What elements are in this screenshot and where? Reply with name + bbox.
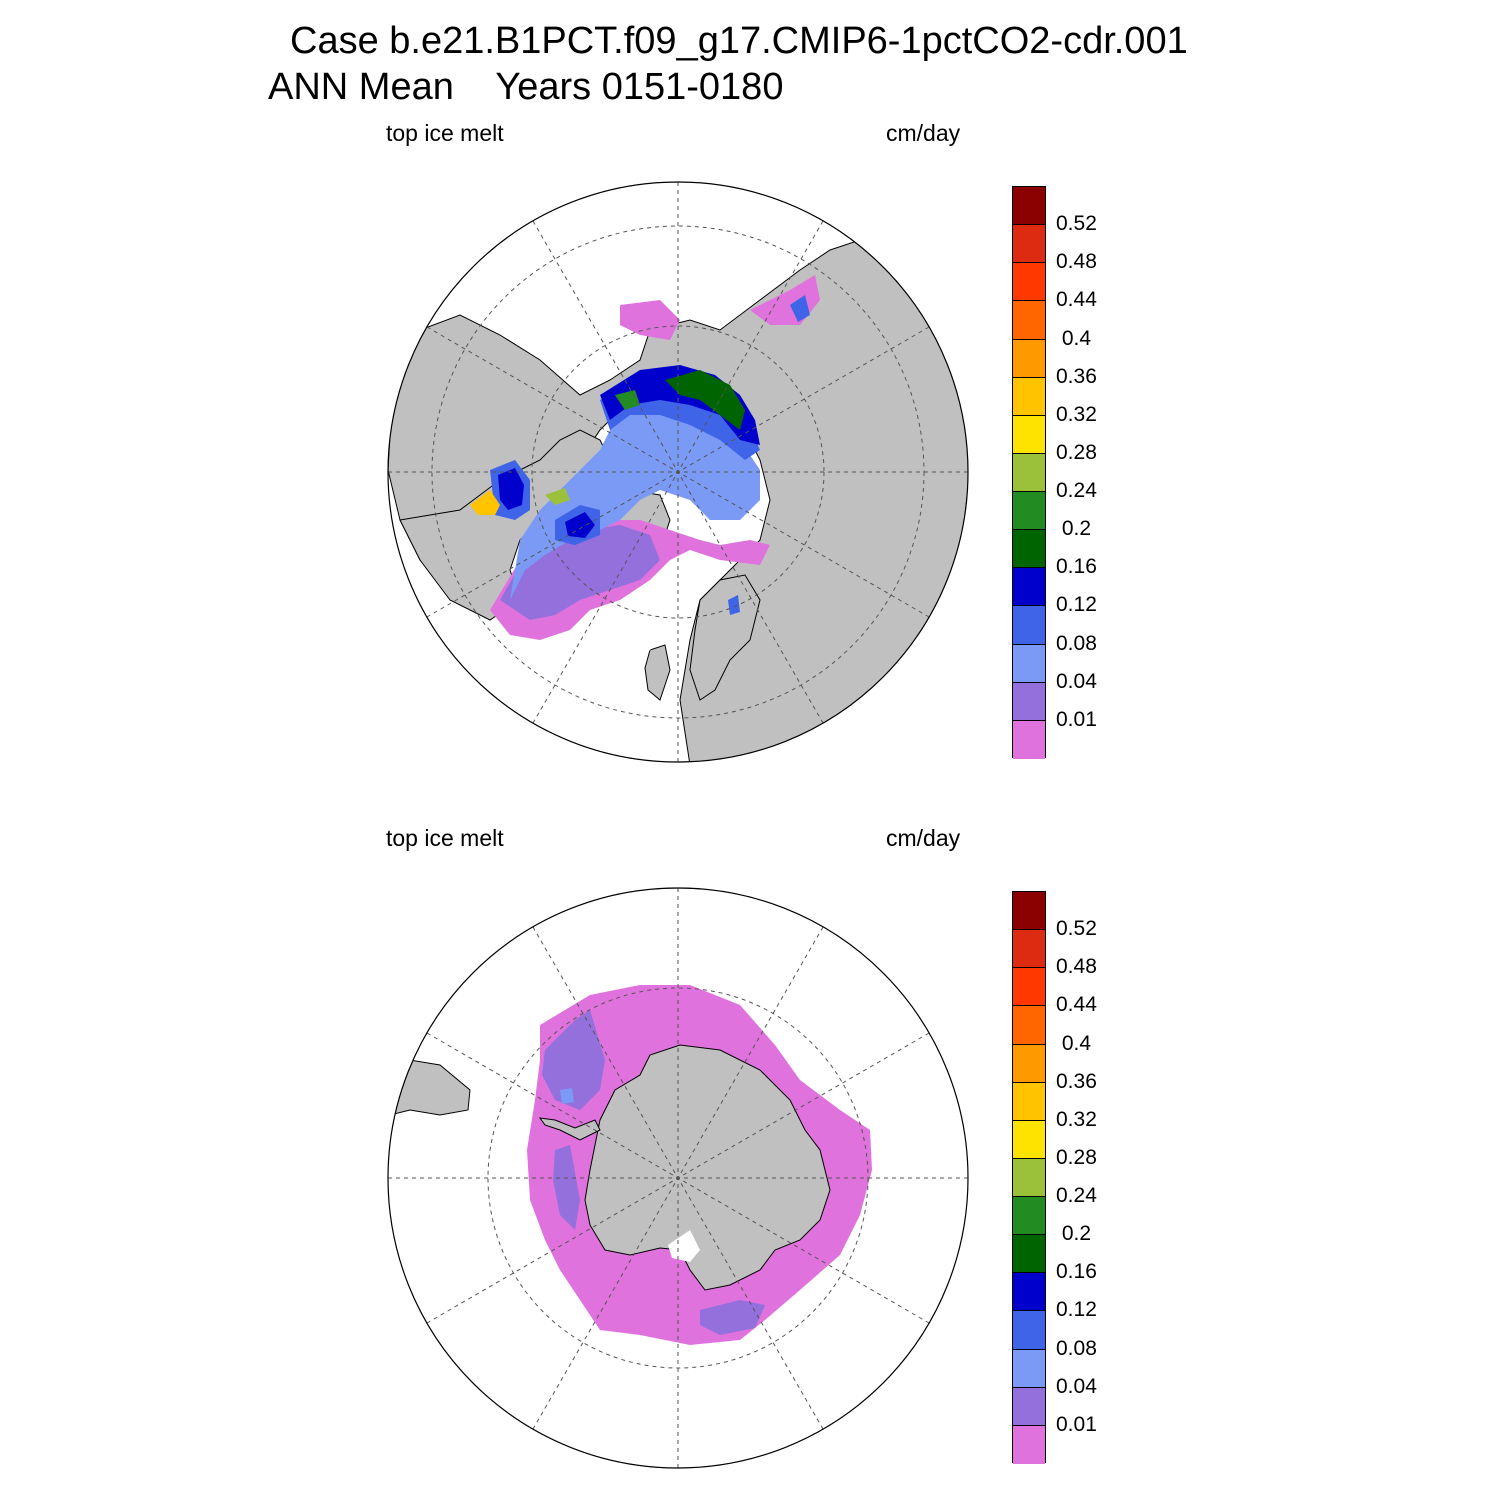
north-map-border: [387, 181, 969, 763]
colorbar-swatch: [1013, 263, 1045, 302]
south-colorbar: [1012, 891, 1046, 1464]
south-melt-weddell-purple: [542, 1010, 605, 1110]
north-melt-hudson-yellow: [470, 490, 500, 515]
colorbar-swatch: [1013, 1197, 1045, 1236]
panel-north-variable-label: top ice melt: [386, 120, 504, 146]
colorbar-swatch: [1013, 1349, 1045, 1388]
north-colorbar: [1012, 186, 1046, 759]
colorbar-level-label: 0.52: [1056, 917, 1097, 941]
figure-title-period: ANN Mean Years 0151-0180: [268, 66, 784, 108]
colorbar-swatch: [1013, 720, 1045, 759]
north-land-scandinavia: [689, 574, 761, 701]
colorbar-swatch: [1013, 1387, 1045, 1426]
colorbar-level-label: 0.36: [1056, 1069, 1097, 1093]
south-land-south-america: [388, 1059, 471, 1116]
colorbar-swatch: [1013, 415, 1045, 454]
colorbar-level-label: 0.2: [1056, 517, 1092, 541]
south-map-border: [387, 887, 969, 1469]
colorbar-swatch: [1013, 568, 1045, 607]
colorbar-swatch: [1013, 1235, 1045, 1274]
colorbar-swatch: [1013, 1120, 1045, 1159]
colorbar-level-label: 0.24: [1056, 1184, 1097, 1208]
colorbar-swatch: [1013, 492, 1045, 531]
north-melt-okhotsk-blue: [790, 295, 810, 322]
colorbar-swatch: [1013, 453, 1045, 492]
colorbar-swatch: [1013, 1044, 1045, 1083]
colorbar-swatch: [1013, 606, 1045, 645]
colorbar-swatch: [1013, 968, 1045, 1007]
south-melt-weddell-blue: [560, 1088, 574, 1104]
north-melt-archipelago-green: [545, 488, 570, 505]
colorbar-swatch: [1013, 930, 1045, 969]
colorbar-level-label: 0.32: [1056, 402, 1097, 426]
north-melt-dark-green: [665, 370, 745, 430]
colorbar-swatch: [1013, 1158, 1045, 1197]
colorbar-swatch: [1013, 1425, 1045, 1464]
colorbar-swatch: [1013, 644, 1045, 683]
colorbar-level-label: 0.32: [1056, 1107, 1097, 1131]
colorbar-level-label: 0.36: [1056, 364, 1097, 388]
panel-south-units-label: cm/day: [886, 825, 961, 851]
colorbar-swatch: [1013, 892, 1045, 931]
north-graticule: [388, 182, 968, 762]
colorbar-level-label: 0.4: [1056, 326, 1092, 350]
colorbar-swatch: [1013, 1273, 1045, 1312]
colorbar-level-label: 0.44: [1056, 993, 1097, 1017]
colorbar-level-label: 0.01: [1056, 1412, 1097, 1436]
colorbar-level-label: 0.08: [1056, 1336, 1097, 1360]
north-melt-baltic-blue: [728, 595, 740, 615]
figure-title-case: Case b.e21.B1PCT.f09_g17.CMIP6-1pctCO2-c…: [290, 20, 1188, 62]
colorbar-level-label: 0.04: [1056, 669, 1097, 693]
north-melt-baffin-darkblue: [565, 512, 595, 538]
colorbar-level-label: 0.24: [1056, 479, 1097, 503]
colorbar-level-label: 0.12: [1056, 1298, 1097, 1322]
south-land-antarctica: [584, 1044, 831, 1291]
north-melt-hudson-darkblue: [498, 468, 524, 510]
north-polar-map: [387, 181, 969, 763]
colorbar-swatch: [1013, 1311, 1045, 1350]
south-melt-bellingshausen-purple: [553, 1145, 580, 1230]
colorbar-swatch: [1013, 187, 1045, 226]
colorbar-level-label: 0.12: [1056, 593, 1097, 617]
south-melt-ross-purple: [700, 1300, 765, 1335]
colorbar-level-label: 0.04: [1056, 1374, 1097, 1398]
north-atlantic-water: [560, 540, 700, 700]
north-melt-purple: [500, 525, 660, 620]
colorbar-swatch: [1013, 301, 1045, 340]
colorbar-level-label: 0.01: [1056, 707, 1097, 731]
north-melt-bering-pink: [620, 300, 680, 340]
panel-south-variable-label: top ice melt: [386, 825, 504, 851]
colorbar-level-label: 0.16: [1056, 1260, 1097, 1284]
south-polar-map: [387, 887, 969, 1469]
colorbar-level-label: 0.2: [1056, 1222, 1092, 1246]
south-land-peninsula: [538, 1117, 601, 1141]
colorbar-level-label: 0.08: [1056, 631, 1097, 655]
south-graticule: [388, 888, 968, 1468]
north-melt-lightblue: [510, 400, 760, 600]
north-land-british-isles: [644, 644, 671, 701]
colorbar-level-label: 0.16: [1056, 555, 1097, 579]
colorbar-level-label: 0.48: [1056, 955, 1097, 979]
colorbar-swatch: [1013, 377, 1045, 416]
colorbar-swatch: [1013, 1082, 1045, 1121]
colorbar-swatch: [1013, 530, 1045, 569]
colorbar-swatch: [1013, 339, 1045, 378]
panel-north-units-label: cm/day: [886, 120, 961, 146]
colorbar-level-label: 0.44: [1056, 288, 1097, 312]
colorbar-level-label: 0.28: [1056, 440, 1097, 464]
colorbar-level-label: 0.28: [1056, 1145, 1097, 1169]
colorbar-level-label: 0.4: [1056, 1031, 1092, 1055]
south-ross-shelf: [668, 1230, 700, 1262]
colorbar-swatch: [1013, 1006, 1045, 1045]
colorbar-swatch: [1013, 225, 1045, 264]
colorbar-swatch: [1013, 682, 1045, 721]
colorbar-level-label: 0.52: [1056, 212, 1097, 236]
colorbar-level-label: 0.48: [1056, 250, 1097, 274]
